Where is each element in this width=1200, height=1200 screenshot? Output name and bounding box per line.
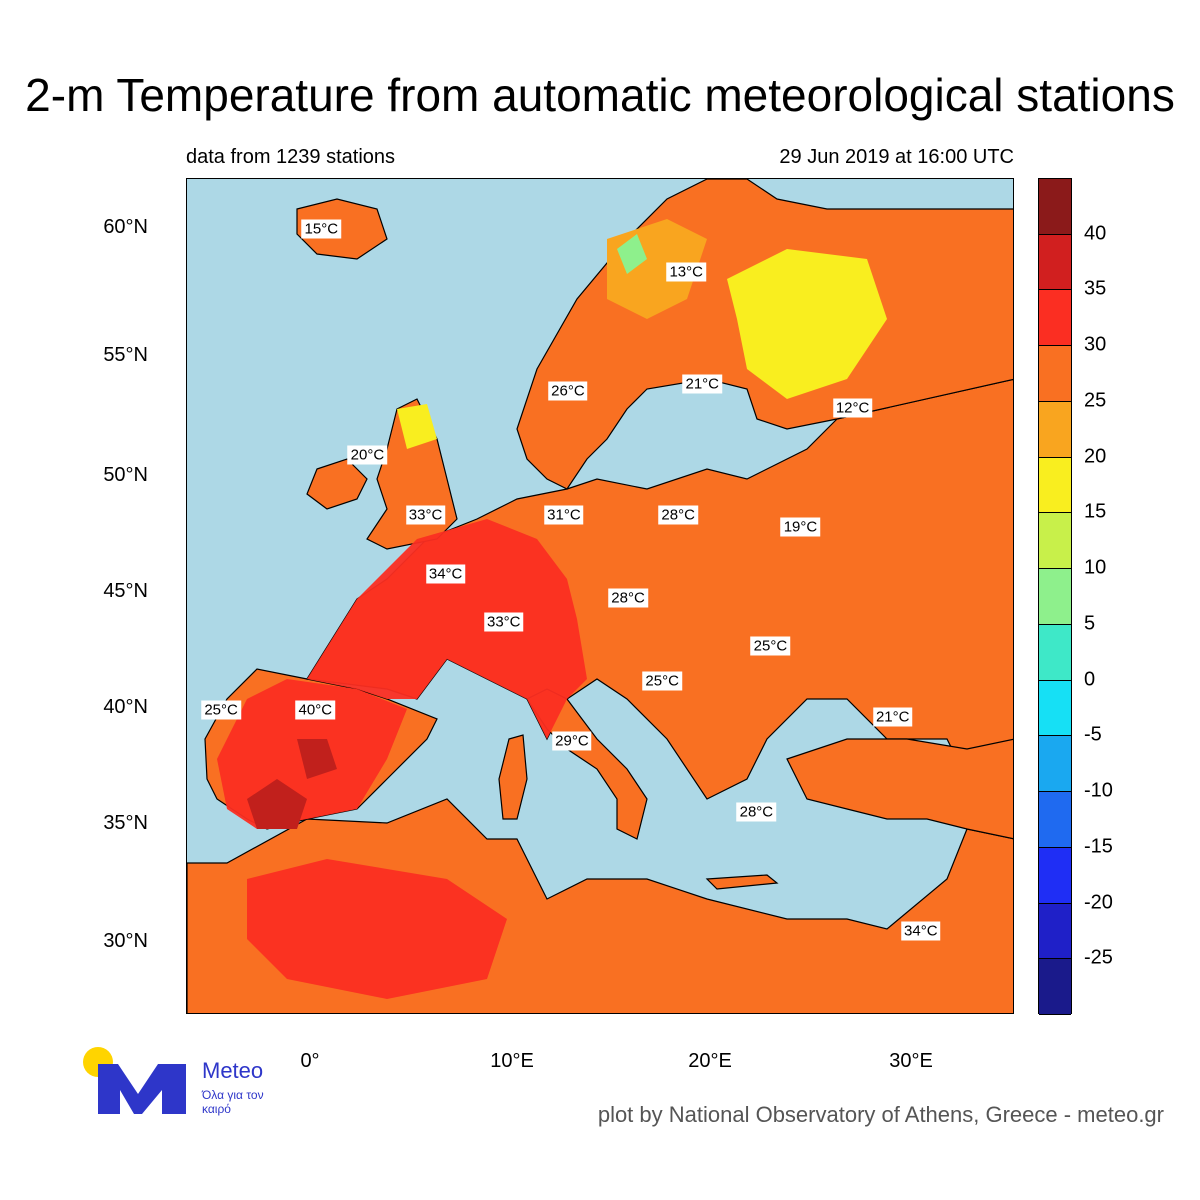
colorbar-segment <box>1039 903 1071 960</box>
colorbar-label: -25 <box>1084 946 1113 969</box>
colorbar-label: -15 <box>1084 835 1113 858</box>
colorbar-label: 40 <box>1084 222 1107 245</box>
colorbar-segment <box>1039 736 1071 793</box>
colorbar-segment <box>1039 290 1071 347</box>
norway-mountains-cool <box>617 234 647 274</box>
station-temp-label: 25°C <box>750 636 791 655</box>
station-temp-label: 21°C <box>872 707 913 727</box>
cool-zones <box>397 219 887 449</box>
colorbar-segment <box>1039 346 1071 402</box>
andalusia-hot-core <box>247 779 307 829</box>
lat-label-45: 45°N <box>103 580 148 602</box>
station-count-label: data from 1239 stations <box>186 146 396 168</box>
france-germany-heat <box>307 519 587 739</box>
colorbar-segment <box>1039 959 1071 1015</box>
station-temp-label: 28°C <box>658 505 698 525</box>
colorbar-label: -10 <box>1084 779 1113 802</box>
station-temp-label: 19°C <box>780 517 821 536</box>
sardinia-corsica <box>498 734 528 820</box>
station-temp-label: 31°C <box>544 505 584 525</box>
station-temp-label: 21°C <box>682 374 722 394</box>
colorbar-label: -5 <box>1084 723 1102 746</box>
station-temp-label: 33°C <box>483 612 524 632</box>
chart-title: 2-m Temperature from automatic meteorolo… <box>25 69 1175 121</box>
colorbar-label: 30 <box>1084 333 1107 356</box>
station-temp-label: 33°C <box>405 505 446 525</box>
temperature-colorbar <box>1038 178 1072 1015</box>
iceland <box>296 198 388 260</box>
lon-label-10e: 10°E <box>490 1050 534 1072</box>
lon-label-20e: 20°E <box>688 1050 732 1072</box>
colorbar-segment <box>1039 624 1071 681</box>
map-canvas <box>187 179 1013 1013</box>
valid-time-label: 29 Jun 2019 at 16:00 UTC <box>779 146 1014 168</box>
colorbar-label: 20 <box>1084 445 1107 468</box>
station-temp-label: 13°C <box>666 262 706 282</box>
turkey <box>786 738 1013 840</box>
lat-label-50: 50°N <box>103 464 148 486</box>
colorbar-segment <box>1039 680 1071 737</box>
station-temp-label: 28°C <box>608 588 648 608</box>
colorbar-label: 15 <box>1084 500 1107 523</box>
lon-label-30e: 30°E <box>889 1050 933 1072</box>
lat-label-60: 60°N <box>103 216 148 238</box>
colorbar-segment <box>1039 401 1071 458</box>
station-temp-label: 15°C <box>301 219 342 239</box>
logo-m-mark <box>98 1064 186 1114</box>
logo-name: Meteo <box>202 1058 264 1083</box>
lat-label-30: 30°N <box>103 930 148 952</box>
meteo-logo <box>83 1047 186 1114</box>
station-temp-label: 40°C <box>295 700 336 720</box>
station-temp-label: 26°C <box>548 381 588 401</box>
sahara-heat <box>247 859 507 999</box>
colorbar-segment <box>1039 513 1071 570</box>
ireland <box>306 458 368 510</box>
station-temp-label: 12°C <box>832 398 873 417</box>
station-temp-label: 25°C <box>201 700 241 720</box>
lat-label-35: 35°N <box>103 812 148 834</box>
heat-zones <box>217 519 587 999</box>
plot-credit: plot by National Observatory of Athens, … <box>597 1102 1164 1127</box>
colorbar-segment <box>1039 569 1071 625</box>
colorbar-label: 10 <box>1084 556 1107 579</box>
central-spain-hot-core <box>297 739 337 779</box>
colorbar-segment <box>1039 847 1071 904</box>
colorbar-label: 0 <box>1084 668 1096 691</box>
colorbar-label: 25 <box>1084 389 1107 412</box>
station-temp-label: 34°C <box>425 564 466 584</box>
colorbar-segment <box>1039 234 1071 291</box>
colorbar-segment <box>1039 457 1071 514</box>
station-temp-label: 20°C <box>347 445 388 465</box>
lat-label-55: 55°N <box>103 344 148 366</box>
colorbar-label: 5 <box>1084 612 1096 635</box>
station-temp-label: 34°C <box>901 921 941 941</box>
colorbar-label: 35 <box>1084 277 1107 300</box>
scotland-cool <box>397 404 437 449</box>
colorbar-segment <box>1039 792 1071 848</box>
station-temp-label: 28°C <box>736 802 777 822</box>
crete <box>705 874 779 890</box>
station-temp-label: 25°C <box>642 671 682 691</box>
colorbar-segment <box>1039 179 1071 235</box>
station-temp-label: 29°C <box>552 731 592 751</box>
temperature-map: 15°C 13°C 26°C 21°C 12°C 20°C 33°C 31°C 28°C 19°C… <box>186 178 1014 1014</box>
logo-tagline: Όλα για τον καιρό <box>202 1088 264 1116</box>
lon-label-0: 0° <box>300 1050 320 1072</box>
finland-karelia-cool <box>727 249 887 399</box>
colorbar-label: -20 <box>1084 891 1113 914</box>
lat-label-40: 40°N <box>103 696 148 718</box>
